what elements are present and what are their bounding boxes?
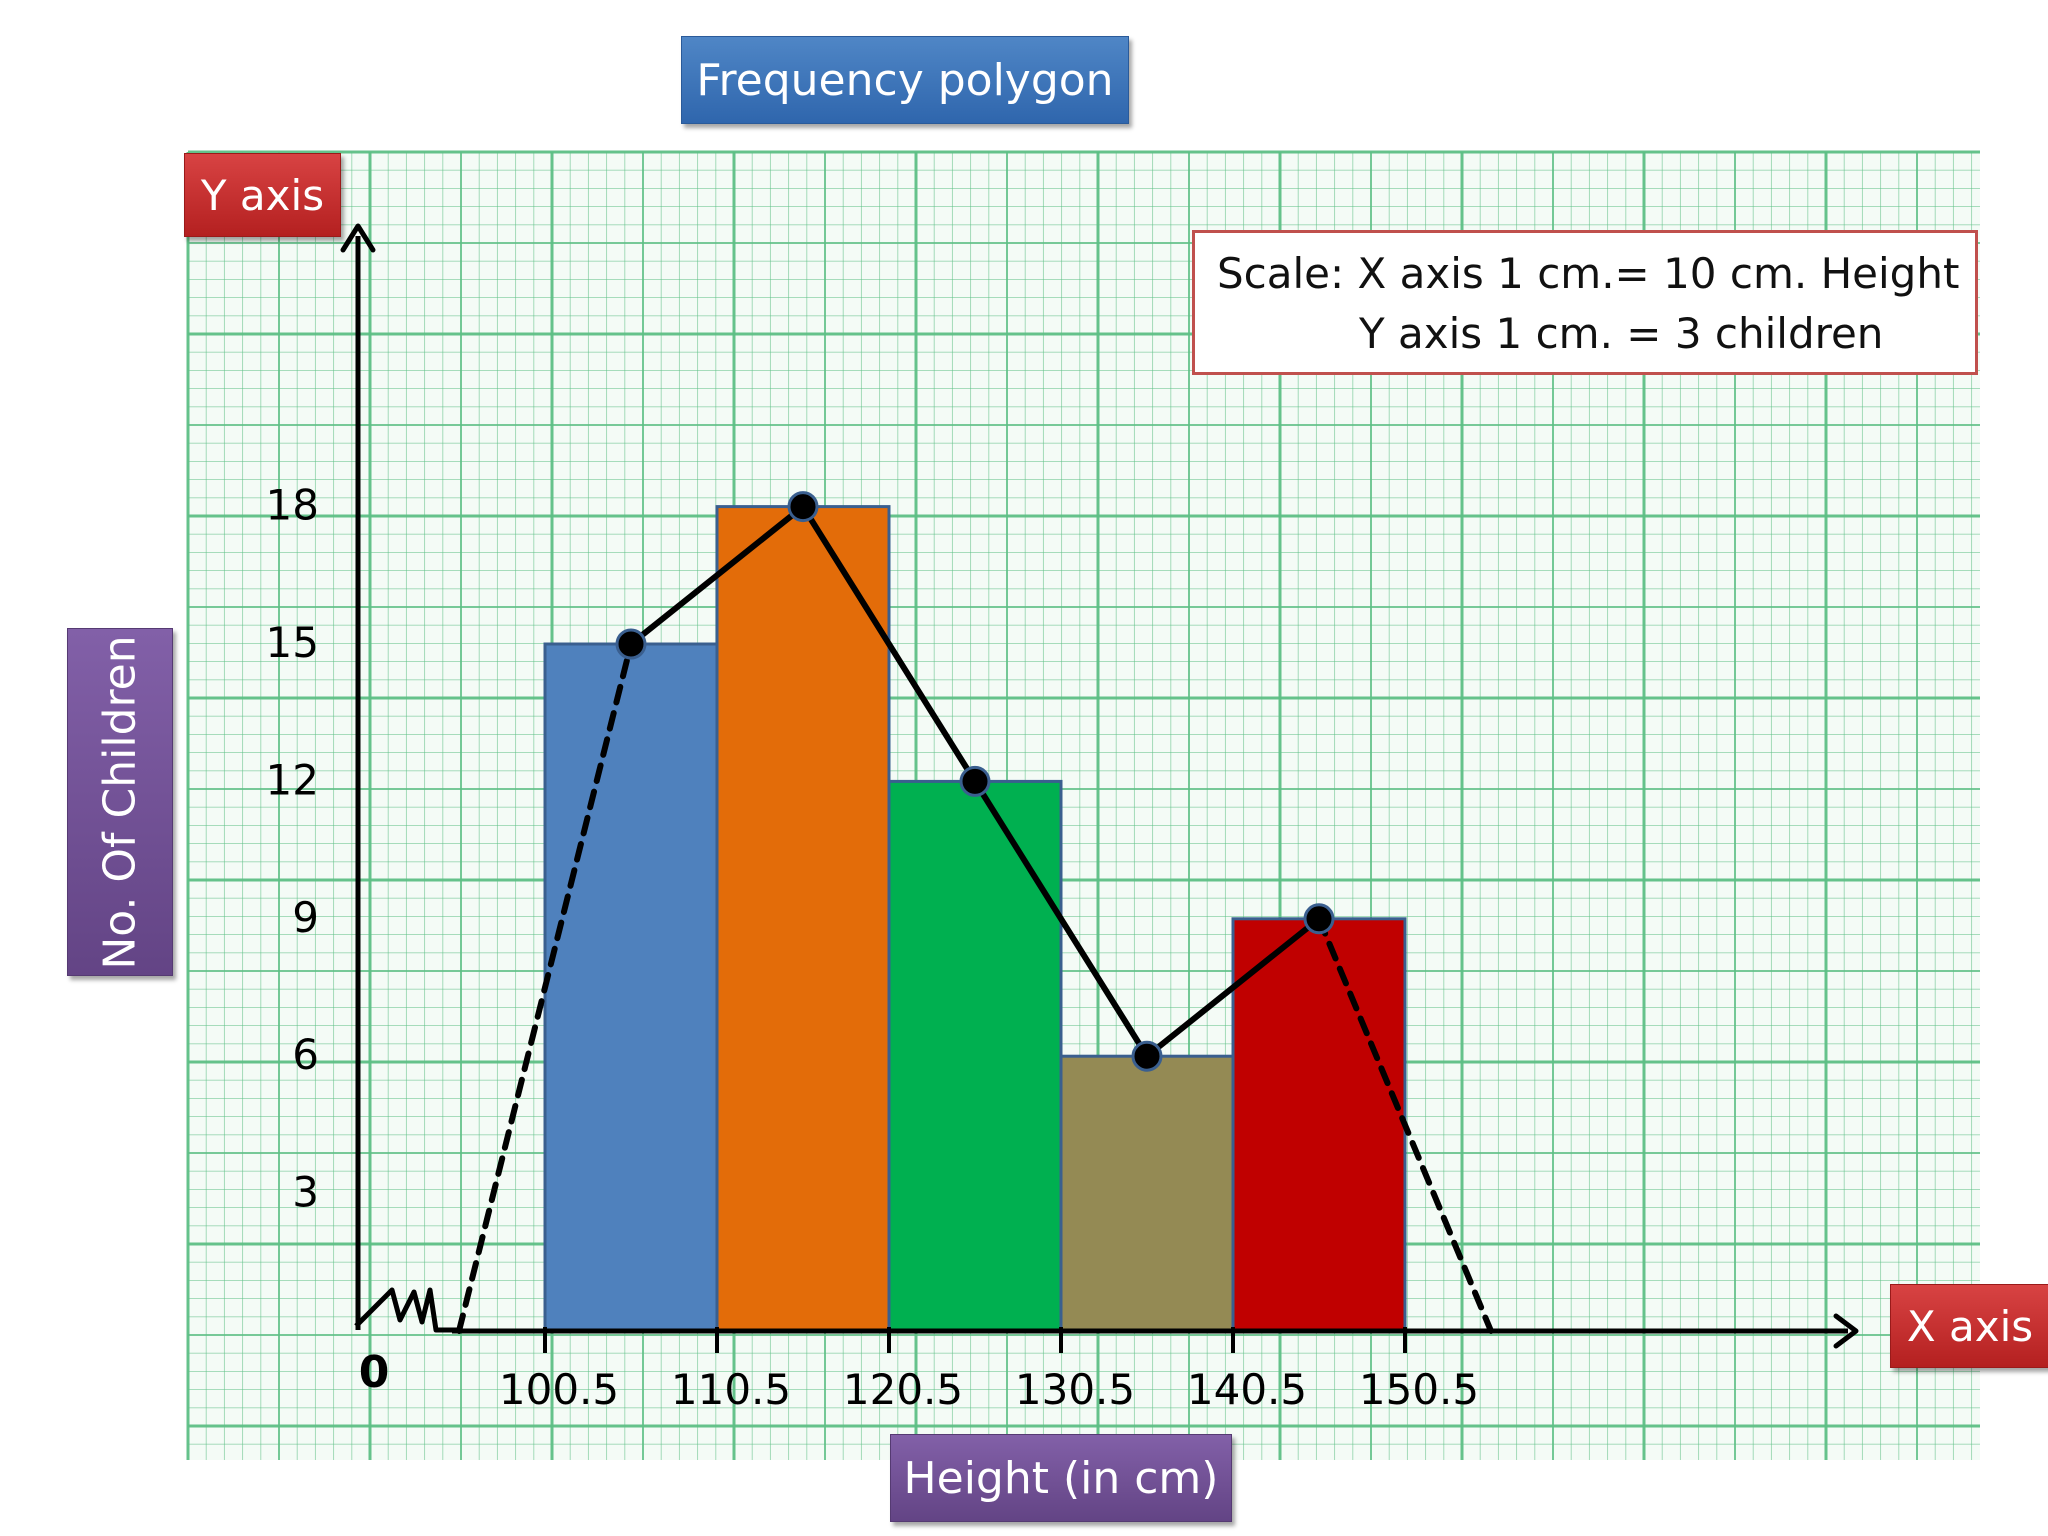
histogram-bar — [543, 642, 719, 1333]
y-axis-arrow — [340, 223, 376, 253]
scale-line-y: Y axis 1 cm. = 3 children — [1359, 309, 1884, 358]
polygon-segment — [800, 503, 978, 785]
histogram-bar — [887, 779, 1063, 1333]
polygon-segment-dashed — [456, 641, 634, 1334]
x-tick-label: 140.5 — [1187, 1365, 1307, 1414]
x-tick-label: 120.5 — [843, 1365, 963, 1414]
x-axis-arrow — [1833, 1313, 1859, 1349]
y-tick-label: 6 — [292, 1030, 319, 1079]
scale-note: Scale: X axis 1 cm.= 10 cm. Height Y axi… — [1192, 230, 1978, 375]
polygon-point — [1131, 1040, 1163, 1072]
y-tick-label: 12 — [266, 755, 319, 804]
y-axis-label-text: No. Of Children — [94, 634, 146, 970]
histogram-bar — [1231, 917, 1407, 1333]
frequency-polygon — [456, 491, 1494, 1334]
y-tick-label: 3 — [292, 1168, 319, 1217]
y-tick-label: 15 — [266, 618, 319, 667]
polygon-point — [787, 491, 819, 523]
y-axis-label: No. Of Children — [67, 628, 173, 976]
polygon-segment-dashed — [1316, 915, 1494, 1334]
y-tick-label: 9 — [292, 893, 319, 942]
x-tick-label: 100.5 — [499, 1365, 619, 1414]
polygon-point — [1303, 903, 1335, 935]
polygon-segment — [628, 503, 806, 647]
axes — [340, 223, 1859, 1349]
polygon-segment — [1144, 915, 1322, 1060]
polygon-point — [615, 628, 647, 660]
x-tick-label: 150.5 — [1359, 1365, 1479, 1414]
chart-title: Frequency polygon — [681, 36, 1129, 124]
histogram-bar — [1059, 1054, 1235, 1333]
x-tick-label: 130.5 — [1015, 1365, 1135, 1414]
x-axis-label: Height (in cm) — [890, 1434, 1232, 1522]
x-tick-label: 110.5 — [671, 1365, 791, 1414]
y-tick-label: 18 — [266, 481, 319, 530]
origin-label: 0 — [359, 1347, 390, 1398]
x-axis-break — [354, 1287, 458, 1333]
axis-ticks: 100.5 110.5 120.5 130.5 140.5 150.5 3 6 9 12 15 18 0 — [266, 481, 1480, 1414]
scale-line-x: Scale: X axis 1 cm.= 10 cm. Height — [1217, 249, 1960, 298]
x-axis-tag: X axis — [1890, 1284, 2048, 1368]
histogram-bars — [543, 505, 1407, 1333]
polygon-point — [959, 765, 991, 797]
y-axis-tag: Y axis — [184, 153, 341, 237]
histogram-bar — [715, 505, 891, 1333]
polygon-segment — [972, 778, 1150, 1060]
